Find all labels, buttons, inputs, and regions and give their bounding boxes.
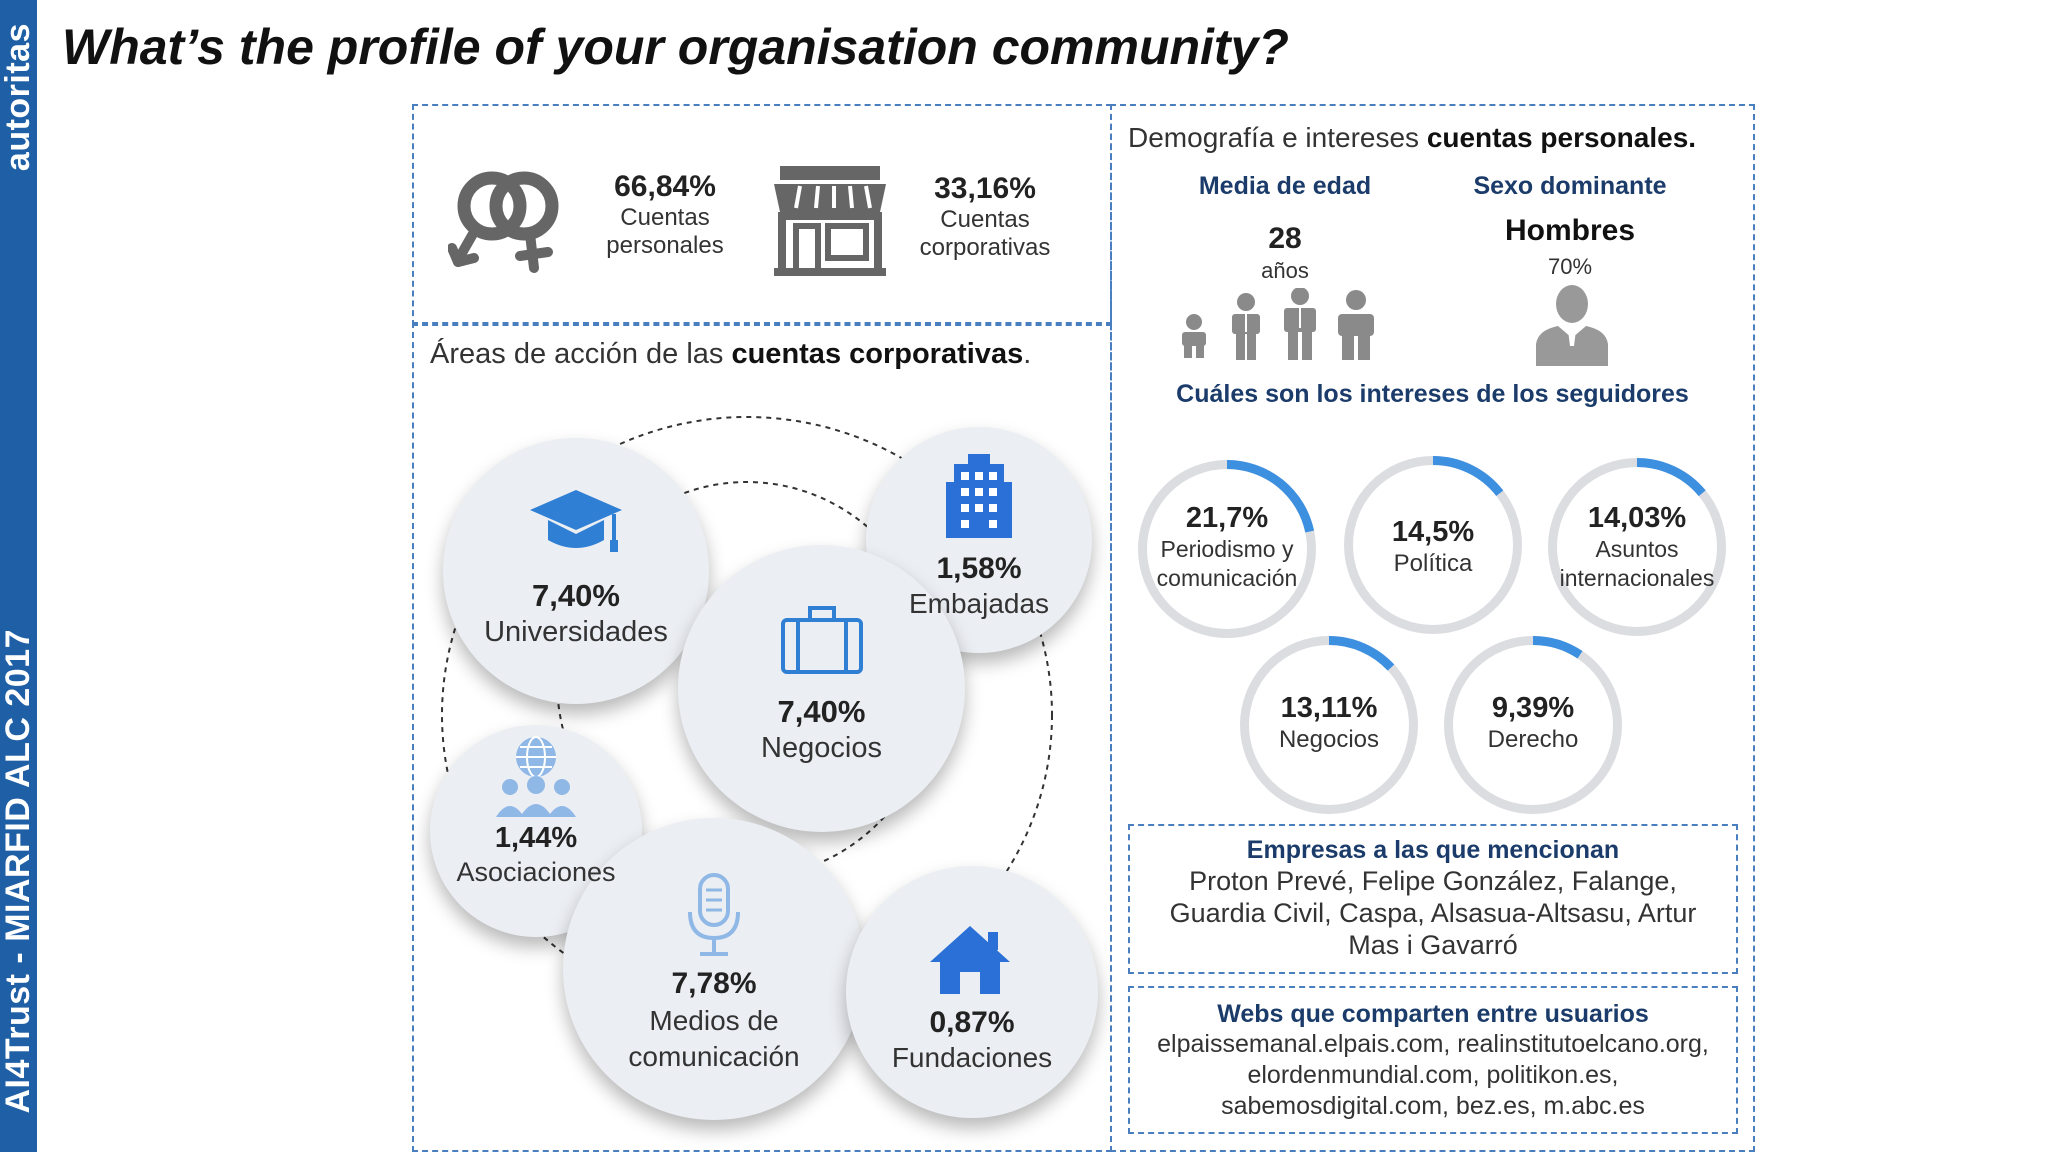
interest-label-0b: comunicación [1156,565,1298,591]
personal-label-2: personales [606,232,724,259]
personal-label-1: Cuentas [620,204,710,231]
interest-pct-4: 9,39% [1491,692,1575,724]
interests-title: Cuáles son los intereses de los seguidor… [1176,380,1689,408]
interest-pct-3: 13,11% [1280,692,1378,724]
sex-value: Hombres [1504,214,1636,247]
interest-pct-0: 21,7% [1185,502,1269,534]
sex-title: Sexo dominante [1473,172,1667,200]
sex-pct: 70% [1547,254,1593,279]
interest-stat-0: 21,7% Periodismo y comunicación [1138,502,1316,593]
page-title: What’s the profile of your organisation … [62,19,1289,75]
universidades-pct: 7,40% [532,578,620,613]
medios-pct: 7,78% [671,967,757,1000]
microphone-icon [688,873,740,956]
asociaciones-pct: 1,44% [494,822,578,854]
corporate-label-1: Cuentas [940,206,1030,233]
universidades-stat: 7,40% Universidades [443,578,709,649]
interest-stat-4: 9,39% Derecho [1444,692,1622,755]
universidades-label: Universidades [484,616,668,648]
interest-arc-0 [1226,460,1315,533]
interest-pct-2: 14,03% [1587,502,1687,534]
building-icon [946,454,1012,538]
corporate-accounts-stat: 33,16% Cuentas corporativas [900,172,1070,262]
area-circle-fundaciones [846,866,1098,1118]
webs-line-2: elordenmundial.com, politikon.es, [1247,1061,1619,1089]
negocios-area-label: Negocios [761,732,882,764]
demography-panel [1110,104,1755,1152]
negocios-area-pct: 7,40% [777,694,866,729]
interest-label-2a: Asuntos [1595,536,1679,562]
man-icon [1536,285,1608,366]
interest-arc-4 [1532,636,1583,659]
area-circle-medios [563,818,865,1120]
age-unit: años [1261,258,1309,283]
briefcase-icon [781,606,863,674]
interest-stat-1: 14,5% Política [1344,516,1522,579]
personal-pct: 66,84% [614,170,716,203]
storefront-icon [774,166,886,276]
mentions-box: Empresas a las que mencionan Proton Prev… [1128,824,1738,974]
asociaciones-label: Asociaciones [456,857,616,887]
sidebar [0,0,37,1152]
medios-label-2: comunicación [628,1041,800,1072]
embajadas-label: Embajadas [908,588,1050,619]
demography-heading: Demografía e intereses cuentas personale… [1128,122,1696,154]
interest-stat-2: 14,03% Asuntos internacionales [1540,502,1734,593]
medios-label-1: Medios de [649,1005,779,1036]
demography-heading-bold: cuentas personales. [1426,122,1697,153]
webs-line-1: elpaissemanal.elpais.com, realinstitutoe… [1157,1030,1709,1058]
interest-label-0a: Periodismo y [1160,536,1294,562]
webs-box: Webs que comparten entre usuarios elpais… [1128,986,1738,1134]
interest-label-2b: internacionales [1559,565,1715,591]
embajadas-pct: 1,58% [936,552,1022,585]
sidebar-footer: AI4Trust - MIARFID ALC 2017 [0,590,37,1152]
age-title: Media de edad [1198,172,1372,200]
corporate-label-2: corporativas [919,234,1051,261]
interest-label-3: Negocios [1278,726,1380,753]
fundaciones-label: Fundaciones [891,1042,1053,1073]
sidebar-bottom-text: AI4Trust - MIARFID ALC 2017 [0,628,37,1114]
fundaciones-pct: 0,87% [929,1006,1015,1039]
corporate-heading-bold: cuentas corporativas [731,338,1024,370]
asociaciones-stat: 1,44% Asociaciones [430,822,642,888]
corporate-areas-heading: Áreas de acción de las cuentas corporati… [430,338,1031,371]
mentions-line-2: Guardia Civil, Caspa, Alsasua-Altsasu, A… [1169,898,1697,928]
medios-stat: 7,78% Medios de comunicación [563,967,865,1075]
house-icon [930,926,1010,994]
graduation-cap-icon [530,490,622,552]
interest-arc-1 [1432,456,1504,497]
corporate-pct: 33,16% [934,172,1036,205]
group-icon [496,736,576,817]
corporate-heading-end: . [1023,338,1032,370]
demography-heading-normal: Demografía e intereses [1128,122,1427,153]
webs-title: Webs que comparten entre usuarios [1217,1000,1649,1028]
interest-arc-3 [1328,636,1395,671]
interest-arc-2 [1636,458,1706,497]
interest-pct-1: 14,5% [1391,516,1475,548]
sidebar-top-text: autoritas [0,23,37,172]
area-circle-universidades [443,438,709,704]
negocios-area-stat: 7,40% Negocios [678,694,965,765]
area-circle-negocios [678,545,965,832]
interest-label-4: Derecho [1487,726,1579,753]
age-people-icon [1182,288,1374,360]
fundaciones-stat: 0,87% Fundaciones [846,1006,1098,1074]
mentions-line-3: Mas i Gavarró [1348,930,1518,960]
webs-line-3: sabemosdigital.com, bez.es, m.abc.es [1221,1092,1645,1120]
interest-label-1: Política [1393,550,1473,577]
sidebar-brand: autoritas [0,0,37,195]
age-value: 28 [1268,222,1302,255]
personal-accounts-stat: 66,84% Cuentas personales [590,170,740,260]
interest-stat-3: 13,11% Negocios [1240,692,1418,755]
gender-icon [448,171,559,273]
mentions-title: Empresas a las que mencionan [1246,836,1620,864]
mentions-line-1: Proton Prevé, Felipe González, Falange, [1189,866,1677,896]
embajadas-stat: 1,58% Embajadas [866,552,1092,620]
corporate-heading-normal: Áreas de acción de las [430,338,732,370]
